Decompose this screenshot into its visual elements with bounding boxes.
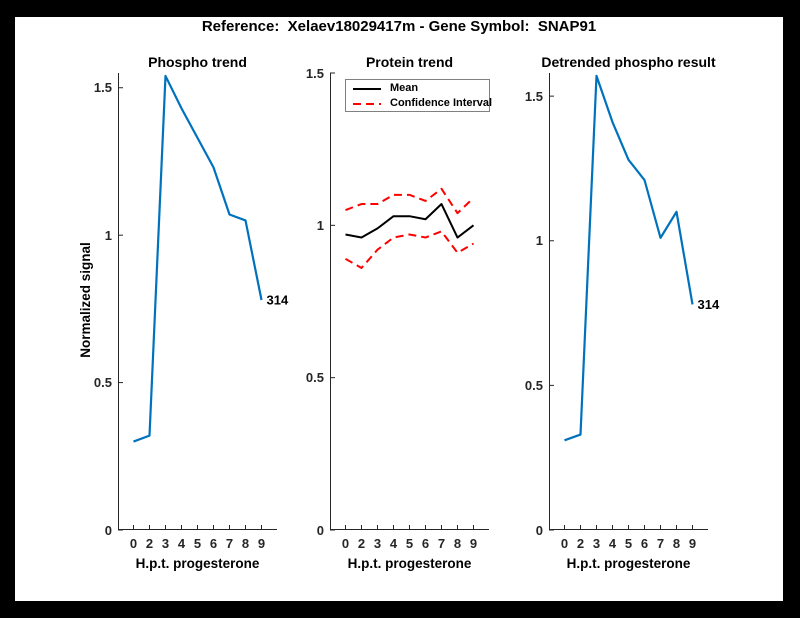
x-tick-label: 5 [624,536,633,551]
y-tick-label: 1 [535,233,543,249]
x-tick-label: 2 [576,536,585,551]
subplot-title-detrended-phospho: Detrended phospho result [541,54,716,70]
y-tick-label: 1 [104,227,112,243]
x-tick-label: 3 [161,536,170,551]
x-tick-label: 4 [177,536,186,551]
x-tick-label: 4 [389,536,398,551]
legend-item-confidence-interval: Confidence Interval [346,96,493,111]
plot-protein-trend [330,72,489,531]
x-tick-label: 6 [421,536,430,551]
legend: Mean Confidence Interval [345,79,493,112]
x-tick-label: 0 [560,536,569,551]
endpoint-label: 314 [698,297,720,312]
y-tick-label: 0.5 [524,377,543,393]
x-tick-label: 9 [257,536,266,551]
x-tick-label: 2 [357,536,366,551]
x-tick-label: 8 [241,536,250,551]
plot-phospho-trend: 314 [118,73,289,531]
series-line [133,74,263,443]
legend-line-mean-icon [353,87,381,90]
figure-title: Reference: Xelaev18029417m - Gene Symbol… [201,18,597,35]
endpoint-label: 314 [267,293,289,308]
y-tick-label: 1.5 [305,65,324,81]
x-tick-label: 5 [193,536,202,551]
y-tick-label: 1.5 [524,88,543,104]
x-tick-label: 9 [469,536,478,551]
legend-label-confidence-interval: Confidence Interval [390,97,493,109]
x-tick-label: 7 [437,536,446,551]
x-axis-label-1: H.p.t. progesterone [135,556,260,571]
series-line [345,203,475,239]
subplot-title-phospho-trend: Phospho trend [148,54,247,70]
legend-line-confidence-interval-icon [353,102,381,105]
x-tick-label: 4 [608,536,617,551]
x-tick-label: 3 [592,536,601,551]
y-tick-label: 0 [316,522,324,538]
x-tick-label: 7 [656,536,665,551]
x-tick-label: 8 [453,536,462,551]
x-tick-label: 0 [129,536,138,551]
y-tick-label: 1 [316,217,324,233]
x-tick-label: 0 [341,536,350,551]
x-tick-label: 8 [672,536,681,551]
series-line [345,187,475,215]
y-tick-label: 0.5 [305,370,324,386]
plot-detrended-phospho-result: 314 [549,73,720,531]
y-tick-label: 0.5 [93,375,112,391]
x-tick-label: 2 [145,536,154,551]
legend-item-mean: Mean [346,81,489,96]
y-tick-label: 0 [104,522,112,538]
x-axis-label-2: H.p.t. progesterone [347,556,472,571]
x-axis-label-3: H.p.t. progesterone [566,556,691,571]
x-tick-label: 7 [225,536,234,551]
legend-label-mean: Mean [390,82,419,94]
series-line [564,74,694,442]
y-tick-label: 0 [535,522,543,538]
y-tick-label: 1.5 [93,80,112,96]
series-line [345,230,474,269]
subplot-title-protein-trend: Protein trend [365,54,454,70]
x-tick-label: 6 [640,536,649,551]
x-tick-label: 9 [688,536,697,551]
x-tick-label: 6 [209,536,218,551]
x-tick-label: 3 [373,536,382,551]
x-tick-label: 5 [405,536,414,551]
figure-canvas: Reference: Xelaev18029417m - Gene Symbol… [15,17,783,601]
